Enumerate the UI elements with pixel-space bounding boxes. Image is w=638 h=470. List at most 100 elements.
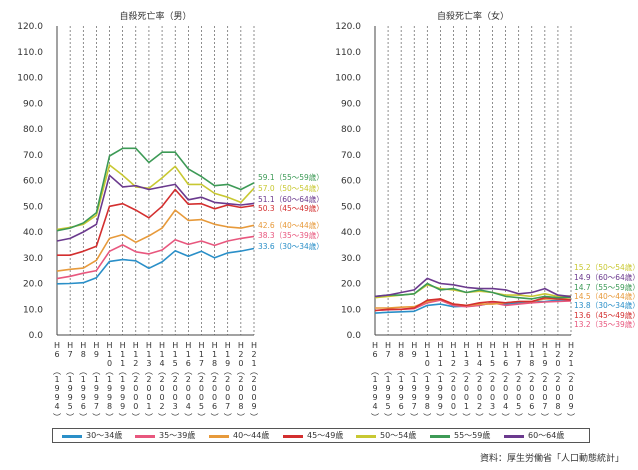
svg-text:H: H [372, 341, 378, 350]
svg-text:0: 0 [568, 393, 573, 402]
svg-text:H: H [93, 341, 99, 350]
legend-label: 60～64歳 [528, 431, 565, 440]
svg-text:︶: ︶ [554, 412, 562, 422]
svg-text:︶: ︶ [476, 412, 484, 422]
svg-text:H: H [133, 341, 139, 350]
svg-text:2: 2 [133, 375, 138, 384]
svg-text:9: 9 [107, 384, 112, 393]
svg-text:0: 0 [503, 384, 508, 393]
legend-swatch [62, 435, 82, 438]
svg-text:︶: ︶ [211, 412, 219, 422]
svg-text:︶: ︶ [132, 412, 140, 422]
svg-text:︵: ︵ [449, 367, 457, 376]
svg-text:︵: ︵ [554, 367, 562, 376]
svg-text:︵: ︵ [502, 367, 510, 376]
svg-text:H: H [80, 341, 86, 350]
legend-swatch [135, 435, 155, 438]
svg-text:︶: ︶ [567, 412, 575, 422]
svg-text:︵: ︵ [158, 367, 166, 376]
svg-text:9: 9 [120, 393, 125, 402]
svg-text:7: 7 [412, 402, 417, 411]
svg-text:0: 0 [477, 384, 482, 393]
y-tick-label: 50.0 [341, 202, 361, 212]
svg-text:0: 0 [568, 384, 573, 393]
svg-text:0: 0 [199, 393, 204, 402]
y-tick-label: 20.0 [23, 280, 43, 290]
svg-text:6: 6 [54, 350, 59, 359]
y-tick-label: 100.0 [335, 74, 361, 84]
svg-text:2: 2 [133, 359, 138, 368]
svg-text:1: 1 [412, 375, 417, 384]
svg-text:︶: ︶ [541, 412, 549, 422]
series-line-7 [56, 174, 255, 242]
svg-text:2: 2 [173, 375, 178, 384]
y-tick-label: 10.0 [341, 305, 361, 315]
svg-text:9: 9 [120, 402, 125, 411]
svg-text:︶: ︶ [145, 412, 153, 422]
y-tick-label: 120.0 [17, 22, 43, 32]
svg-text:1: 1 [542, 350, 547, 359]
svg-text:2: 2 [568, 350, 573, 359]
svg-text:︵: ︵ [79, 367, 87, 376]
svg-text:2: 2 [160, 402, 165, 411]
svg-text:︵: ︵ [423, 367, 431, 376]
svg-text:9: 9 [412, 393, 417, 402]
svg-text:1: 1 [107, 350, 112, 359]
svg-text:0: 0 [451, 402, 456, 411]
svg-text:︵: ︵ [397, 367, 405, 376]
svg-text:2: 2 [464, 375, 469, 384]
svg-text:1: 1 [160, 350, 165, 359]
end-label: 14.5（40～44歳） [574, 291, 638, 301]
svg-text:1: 1 [120, 375, 125, 384]
svg-text:︶: ︶ [184, 412, 192, 422]
svg-text:9: 9 [438, 384, 443, 393]
series-line-1 [56, 247, 255, 285]
svg-text:0: 0 [529, 393, 534, 402]
svg-text:H: H [198, 341, 204, 350]
svg-text:0: 0 [477, 393, 482, 402]
svg-text:0: 0 [425, 359, 430, 368]
svg-text:︵: ︵ [476, 367, 484, 376]
svg-text:0: 0 [238, 393, 243, 402]
svg-text:7: 7 [199, 359, 204, 368]
svg-text:8: 8 [81, 350, 86, 359]
svg-text:9: 9 [225, 359, 230, 368]
svg-text:6: 6 [529, 402, 534, 411]
svg-text:︵: ︵ [184, 367, 192, 376]
svg-text:9: 9 [425, 393, 430, 402]
svg-text:︵: ︵ [384, 367, 392, 376]
svg-text:9: 9 [94, 393, 99, 402]
svg-text:3: 3 [490, 402, 495, 411]
svg-text:0: 0 [173, 384, 178, 393]
svg-text:0: 0 [212, 393, 217, 402]
svg-text:H: H [568, 341, 574, 350]
svg-text:︵: ︵ [92, 367, 100, 376]
svg-text:H: H [555, 341, 561, 350]
svg-text:4: 4 [160, 359, 165, 368]
svg-text:0: 0 [133, 402, 138, 411]
svg-text:H: H [450, 341, 456, 350]
y-tick-label: 110.0 [17, 48, 43, 58]
y-tick-label: 30.0 [23, 254, 43, 264]
svg-text:H: H [503, 341, 509, 350]
svg-text:4: 4 [477, 359, 482, 368]
y-tick-label: 0.0 [347, 331, 362, 341]
svg-text:︶: ︶ [224, 412, 232, 422]
svg-text:︶: ︶ [66, 412, 74, 422]
svg-text:5: 5 [68, 402, 73, 411]
svg-text:H: H [424, 341, 430, 350]
svg-text:1: 1 [107, 375, 112, 384]
end-label: 57.0（50～54歳） [258, 183, 324, 193]
svg-text:︵: ︵ [436, 367, 444, 376]
svg-text:9: 9 [81, 393, 86, 402]
svg-text:0: 0 [451, 393, 456, 402]
svg-text:0: 0 [542, 384, 547, 393]
legend-swatch [283, 435, 303, 438]
svg-text:2: 2 [225, 375, 230, 384]
svg-text:5: 5 [199, 402, 204, 411]
end-label: 13.6（45～49歳） [574, 310, 638, 320]
svg-text:0: 0 [238, 384, 243, 393]
legend-label: 50～54歳 [380, 431, 417, 440]
